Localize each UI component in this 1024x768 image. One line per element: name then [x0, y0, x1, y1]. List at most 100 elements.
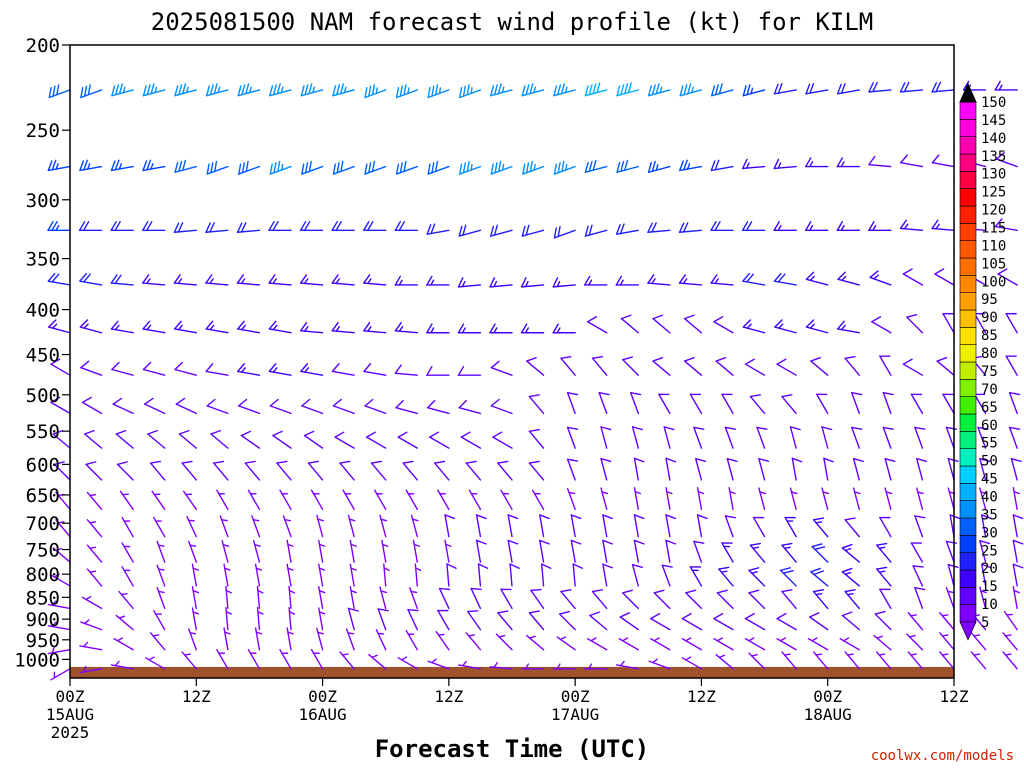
wind-barb	[316, 514, 324, 538]
barb-feather	[398, 221, 406, 232]
barb-half-feather	[745, 162, 750, 169]
wind-barb	[914, 587, 926, 610]
wind-barb	[602, 563, 613, 587]
wind-barb	[910, 393, 924, 415]
barb-half-feather	[347, 632, 355, 635]
wind-barb	[490, 398, 513, 415]
wind-barb	[216, 649, 229, 670]
colorbar-segment	[959, 569, 977, 588]
barb-feather	[395, 163, 400, 175]
wind-barb	[726, 458, 738, 481]
barb-feather	[592, 83, 597, 95]
wind-barb	[931, 219, 955, 232]
barb-feather	[277, 160, 281, 173]
barb-staff	[589, 614, 608, 631]
barb-feather	[716, 589, 728, 594]
barb-feather	[268, 320, 277, 330]
wind-barb	[205, 83, 229, 97]
barb-staff	[81, 401, 103, 415]
colorbar-label: 130	[981, 167, 1006, 183]
wind-barb	[560, 355, 576, 376]
wind-barb	[286, 563, 294, 587]
barb-feather	[836, 320, 845, 330]
wind-barb	[427, 658, 450, 670]
wind-barb	[648, 658, 671, 670]
colorbar-segment	[959, 361, 977, 380]
barb-half-feather	[980, 491, 987, 495]
barb-feather	[336, 162, 340, 174]
wind-barb	[810, 356, 829, 376]
barb-feather	[742, 319, 752, 328]
barb-half-feather	[83, 641, 89, 648]
barb-feather	[841, 543, 853, 549]
wind-barb	[981, 563, 992, 587]
wind-barb	[661, 564, 673, 587]
wind-barb	[490, 160, 513, 175]
barb-half-feather	[903, 223, 909, 230]
wind-barb	[997, 268, 1018, 286]
wind-barb	[110, 320, 134, 334]
wind-barb	[332, 83, 355, 97]
barb-half-feather	[524, 663, 530, 670]
wind-barb	[566, 426, 579, 449]
barb-half-feather	[666, 490, 673, 495]
colorbar-segment	[959, 517, 977, 536]
wind-barb	[118, 590, 134, 610]
barb-feather	[493, 84, 498, 96]
barb-half-feather	[249, 86, 252, 94]
barb-feather	[945, 540, 958, 544]
wind-barb	[1012, 486, 1020, 511]
barb-half-feather	[714, 278, 719, 285]
wind-barb	[457, 277, 482, 288]
wind-barb	[489, 277, 513, 288]
wind-barb	[213, 460, 229, 481]
wind-barb	[86, 568, 103, 587]
barb-half-feather	[335, 325, 341, 332]
barb-feather	[205, 222, 211, 233]
barb-feather	[602, 514, 613, 520]
wind-barb	[584, 159, 608, 173]
barb-half-feather	[947, 590, 954, 594]
barb-staff	[52, 433, 71, 449]
wind-barb	[540, 563, 552, 587]
barb-staff	[570, 514, 576, 538]
barb-staff	[973, 312, 987, 334]
barb-half-feather	[556, 663, 561, 670]
barb-half-feather	[255, 631, 263, 635]
barb-feather	[600, 426, 612, 431]
barb-half-feather	[350, 543, 357, 547]
wind-barb	[584, 275, 608, 286]
barb-half-feather	[524, 327, 530, 334]
wind-barb	[773, 83, 797, 95]
barb-half-feather	[980, 590, 987, 594]
barb-staff	[560, 357, 576, 376]
barb-feather	[457, 365, 465, 376]
barb-half-feather	[118, 163, 122, 170]
barb-feather	[466, 84, 470, 96]
wind-barb	[237, 363, 261, 376]
barb-feather	[462, 224, 467, 236]
barb-half-feather	[146, 324, 152, 331]
barb-staff	[1010, 458, 1018, 481]
wind-barb	[409, 587, 418, 610]
barb-half-feather	[257, 610, 264, 615]
barb-feather	[810, 356, 821, 362]
colorbar-segment	[959, 465, 977, 484]
barb-feather	[683, 84, 688, 96]
barb-feather	[110, 320, 119, 330]
wind-barb	[500, 489, 513, 511]
barb-staff	[566, 458, 576, 481]
barb-staff	[467, 610, 482, 631]
wind-barb	[805, 221, 829, 232]
wind-barb	[868, 81, 892, 93]
barb-feather	[711, 85, 716, 97]
wind-barb	[693, 426, 705, 449]
wind-barb	[237, 320, 261, 334]
barb-feather	[528, 460, 540, 464]
wind-barb	[288, 585, 296, 610]
wind-barb	[615, 275, 639, 286]
wind-barb	[402, 460, 418, 481]
colorbar-segment	[959, 188, 977, 207]
barb-feather	[836, 221, 844, 232]
barb-feather	[82, 221, 90, 232]
